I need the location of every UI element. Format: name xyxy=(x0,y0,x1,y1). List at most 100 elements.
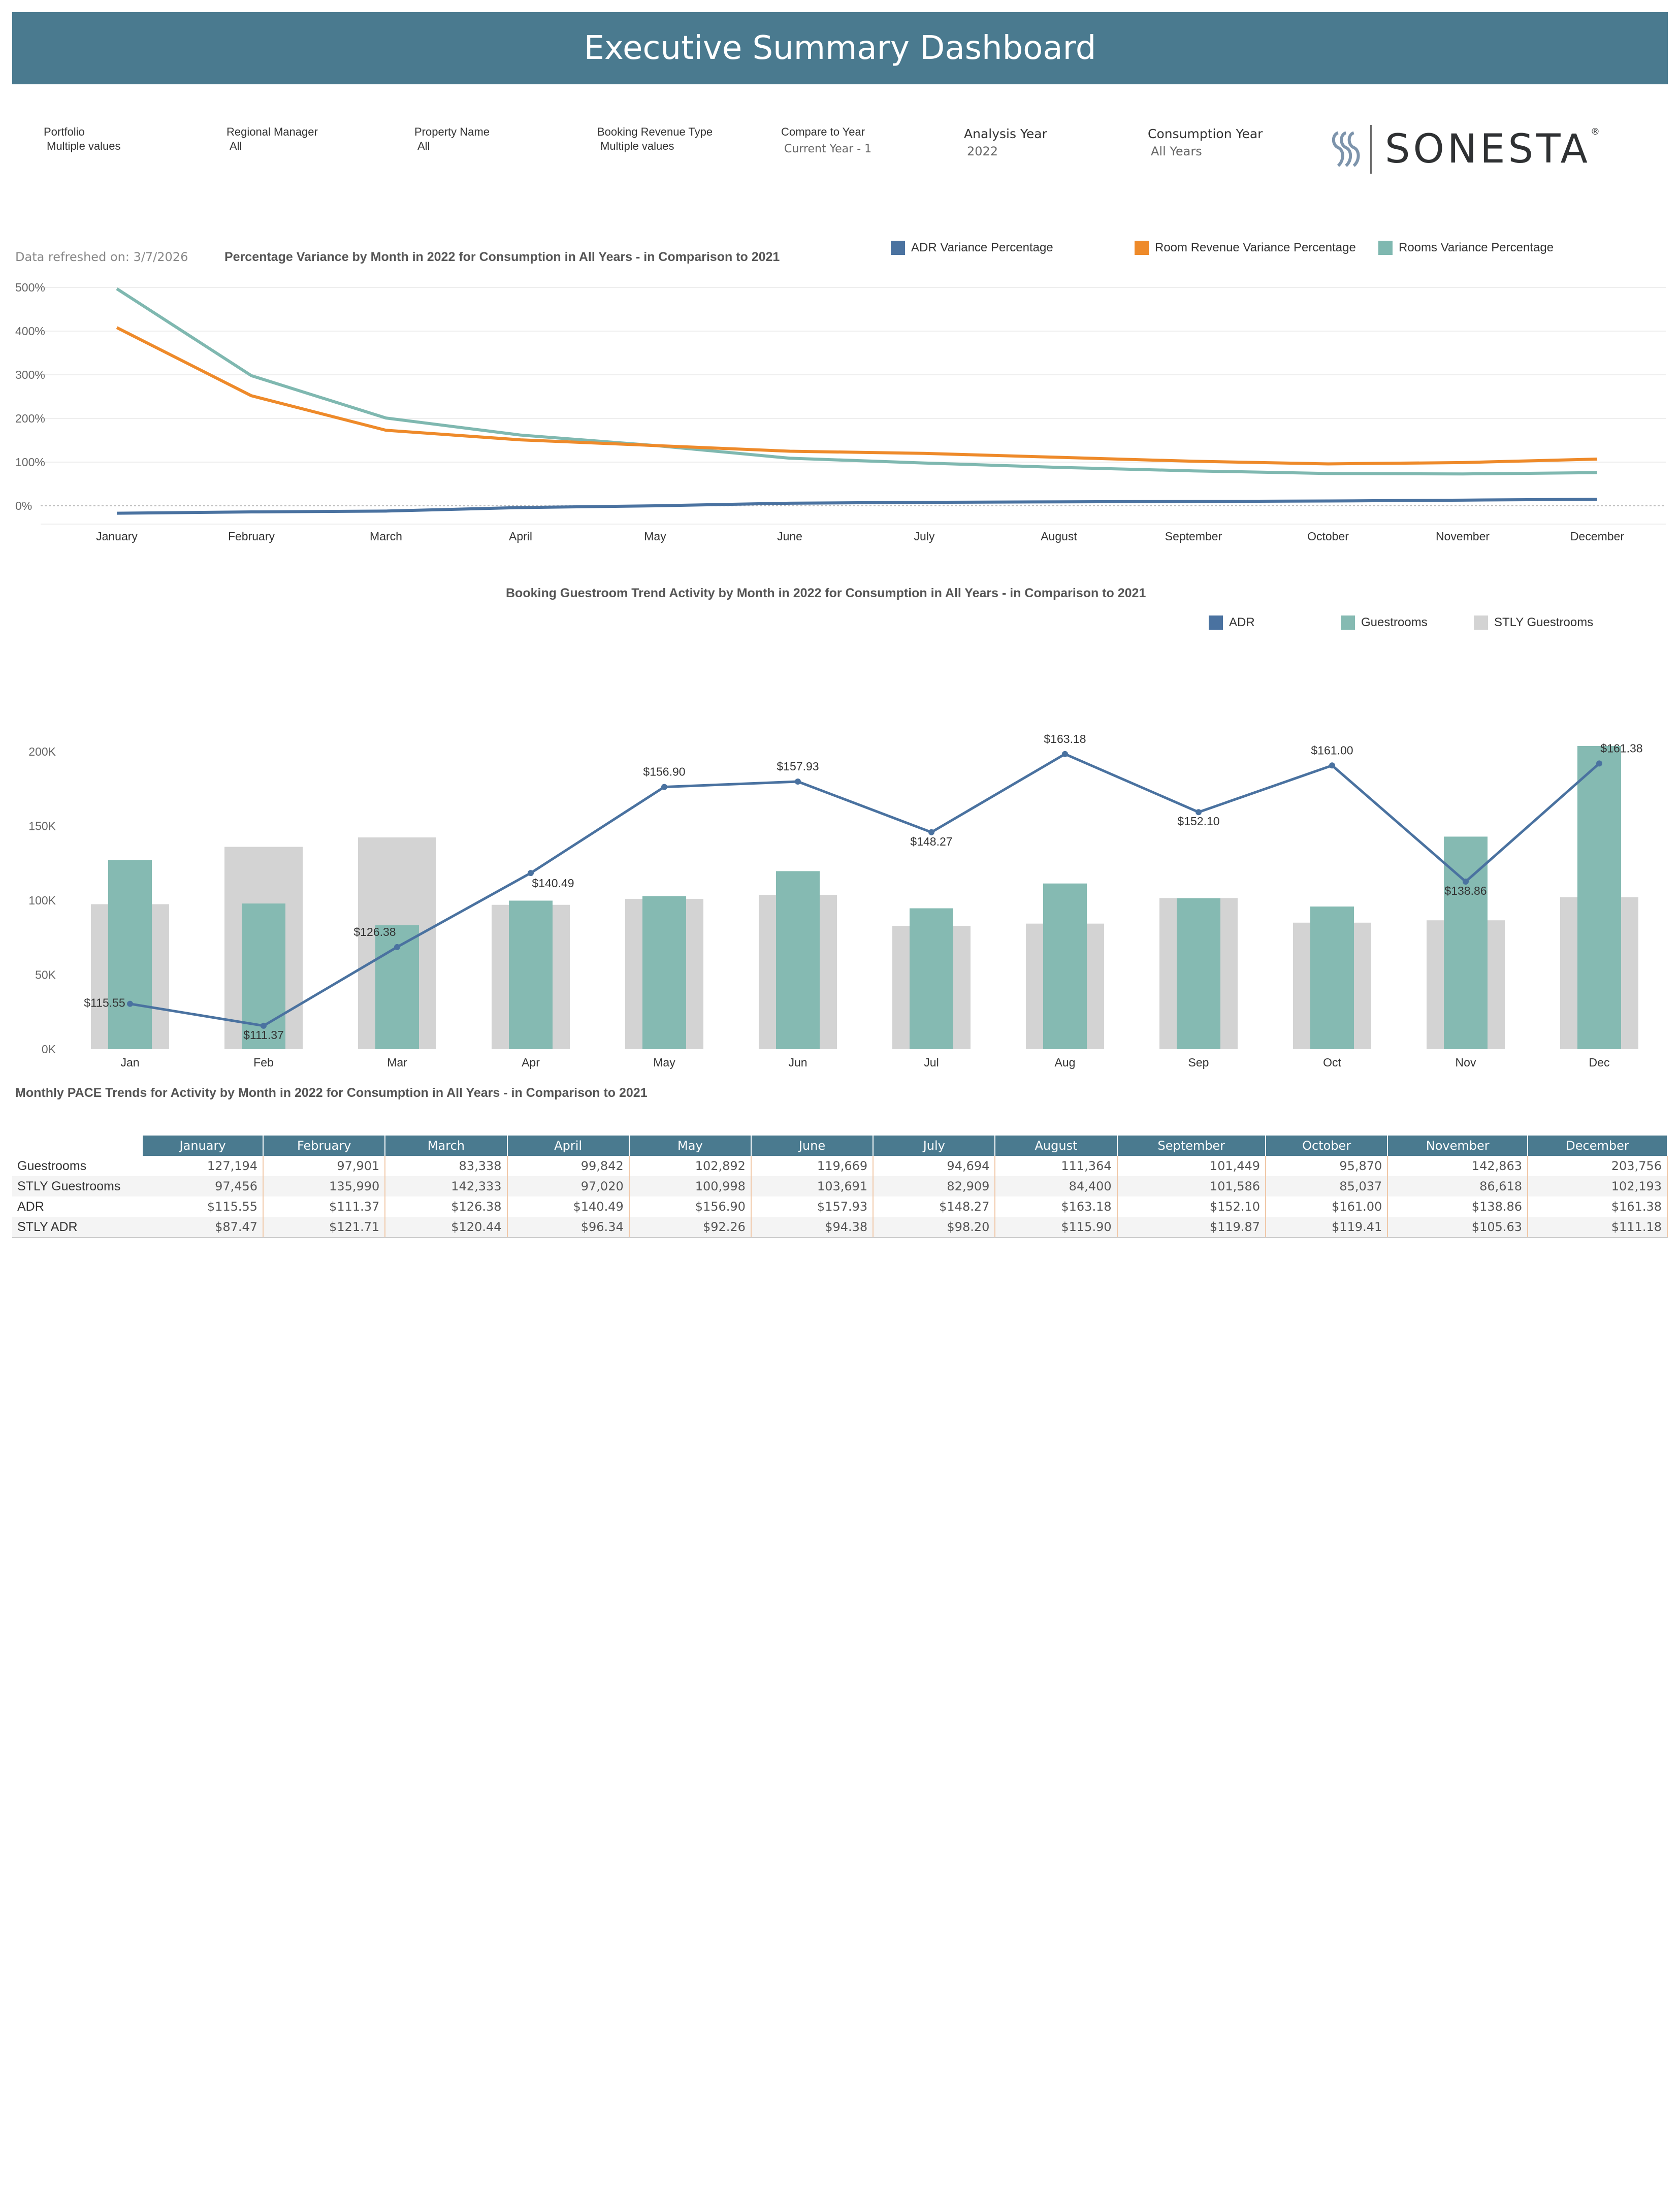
adr-data-label: $115.55 xyxy=(84,996,125,1010)
filter-analysis-year[interactable]: Analysis Year 2022 xyxy=(964,127,1047,159)
legend-adr-variance[interactable]: ADR Variance Percentage xyxy=(891,241,1053,255)
table-cell: $98.20 xyxy=(873,1217,996,1238)
table-column-header[interactable]: May xyxy=(629,1136,752,1156)
filter-value[interactable]: Multiple values xyxy=(600,140,674,152)
filter-compare-to-year[interactable]: Compare to Year Current Year - 1 xyxy=(781,125,871,156)
filter-value[interactable]: Multiple values xyxy=(47,140,121,152)
table-cell: $161.00 xyxy=(1266,1196,1388,1217)
table-column-header[interactable]: August xyxy=(995,1136,1118,1156)
filter-booking-revenue-type[interactable]: Booking Revenue Type Multiple values xyxy=(597,125,713,153)
table-cell: $105.63 xyxy=(1387,1217,1529,1238)
filter-value[interactable]: Current Year - 1 xyxy=(784,143,872,155)
legend-adr[interactable]: ADR xyxy=(1209,615,1255,630)
logo-wordmark: SONESTA® xyxy=(1385,126,1603,172)
table-cell: $115.90 xyxy=(995,1217,1118,1238)
table-column-header[interactable]: March xyxy=(385,1136,508,1156)
table-cell: $111.18 xyxy=(1528,1217,1668,1238)
filter-regional-manager[interactable]: Regional Manager All xyxy=(227,125,318,153)
x-tick-label: February xyxy=(228,530,275,543)
filter-label: Compare to Year xyxy=(781,125,865,138)
adr-data-label: $163.18 xyxy=(1044,732,1086,746)
table-cell: $111.37 xyxy=(263,1196,386,1217)
x-tick-label: July xyxy=(914,530,935,543)
guestrooms-bar xyxy=(1577,746,1621,1049)
table-cell: 203,756 xyxy=(1528,1156,1668,1176)
table-cell: $140.49 xyxy=(507,1196,630,1217)
adr-data-label: $140.49 xyxy=(532,877,574,890)
table-cell: $92.26 xyxy=(629,1217,752,1238)
filter-consumption-year[interactable]: Consumption Year All Years xyxy=(1148,126,1263,159)
x-tick-label: October xyxy=(1307,530,1349,543)
filter-label: Consumption Year xyxy=(1148,126,1263,141)
table-header-row: January February March April May June July Augu… xyxy=(12,1136,1668,1156)
filter-label: Regional Manager xyxy=(227,125,318,138)
table-cell: 83,338 xyxy=(385,1156,508,1176)
filter-value[interactable]: All xyxy=(417,140,430,152)
x-tick-label: Feb xyxy=(253,1056,274,1069)
adr-line xyxy=(130,753,1600,1027)
adr-data-label: $161.38 xyxy=(1600,741,1642,755)
adr-point xyxy=(127,1000,133,1007)
adr-data-label: $111.37 xyxy=(243,1028,284,1042)
legend-swatch-icon xyxy=(1209,615,1223,630)
legend-label: Room Revenue Variance Percentage xyxy=(1155,241,1356,254)
guestrooms-bar xyxy=(1177,898,1220,1049)
table-cell: 135,990 xyxy=(263,1176,386,1196)
adr-point xyxy=(394,944,400,950)
legend-swatch-icon xyxy=(891,241,905,255)
x-tick-label: December xyxy=(1570,530,1624,543)
legend-guestrooms[interactable]: Guestrooms xyxy=(1341,615,1428,630)
table-column-header[interactable]: February xyxy=(263,1136,386,1156)
table-column-header[interactable]: November xyxy=(1387,1136,1529,1156)
adr-point xyxy=(795,779,801,785)
adr-data-label: $157.93 xyxy=(777,760,819,773)
y-tick-label: 0% xyxy=(15,499,32,512)
table-cell: 97,456 xyxy=(142,1176,264,1196)
table-cell: 85,037 xyxy=(1266,1176,1388,1196)
legend-label: ADR Variance Percentage xyxy=(911,241,1053,254)
guestrooms-bar xyxy=(1444,836,1488,1049)
filter-property-name[interactable]: Property Name All xyxy=(414,125,490,153)
table-column-header[interactable]: June xyxy=(751,1136,874,1156)
table-column-header[interactable]: April xyxy=(507,1136,630,1156)
y-tick-label: 150K xyxy=(28,820,56,833)
x-tick-label: Dec xyxy=(1589,1056,1610,1069)
x-tick-label: September xyxy=(1165,530,1222,543)
table-cell: 100,998 xyxy=(629,1176,752,1196)
x-tick-label: Mar xyxy=(387,1056,407,1069)
table-cell: 82,909 xyxy=(873,1176,996,1196)
adr-data-label: $138.86 xyxy=(1444,884,1487,897)
filter-portfolio[interactable]: Portfolio Multiple values xyxy=(44,125,121,153)
x-tick-label: Jan xyxy=(120,1056,139,1069)
table-cell: 97,901 xyxy=(263,1156,386,1176)
table-row: Guestrooms 127,194 97,901 83,338 99,842 102,8… xyxy=(12,1156,1668,1176)
filter-label: Portfolio xyxy=(44,125,85,138)
adr-data-label: $161.00 xyxy=(1311,743,1353,757)
x-tick-label: Jul xyxy=(924,1056,939,1069)
x-tick-label: Apr xyxy=(522,1056,540,1069)
table-column-header[interactable]: January xyxy=(142,1136,264,1156)
table-column-header[interactable]: December xyxy=(1528,1136,1668,1156)
sonesta-emblem-icon xyxy=(1332,131,1360,167)
adr-point xyxy=(1196,809,1202,816)
legend-label: Rooms Variance Percentage xyxy=(1399,241,1554,254)
sonesta-logo: SONESTA® xyxy=(1329,121,1603,178)
legend-label: ADR xyxy=(1229,615,1255,629)
pace-table: January February March April May June July Augu… xyxy=(12,1136,1668,1238)
legend-label: STLY Guestrooms xyxy=(1494,615,1594,629)
filter-value[interactable]: All Years xyxy=(1151,144,1202,158)
table-cell: $96.34 xyxy=(507,1217,630,1238)
table-column-header[interactable]: October xyxy=(1266,1136,1388,1156)
trend-chart-title: Booking Guestroom Trend Activity by Mont… xyxy=(506,586,1146,600)
table-column-header[interactable]: July xyxy=(873,1136,996,1156)
table-cell: 142,333 xyxy=(385,1176,508,1196)
filter-value[interactable]: All xyxy=(230,140,242,152)
filter-value[interactable]: 2022 xyxy=(967,144,998,158)
table-row: ADR $115.55 $111.37 $126.38 $140.49 $156.90 $1… xyxy=(12,1196,1668,1217)
legend-room-revenue-variance[interactable]: Room Revenue Variance Percentage xyxy=(1135,241,1356,255)
legend-rooms-variance[interactable]: Rooms Variance Percentage xyxy=(1378,241,1554,255)
row-label: STLY ADR xyxy=(12,1217,142,1238)
legend-stly-guestrooms[interactable]: STLY Guestrooms xyxy=(1474,615,1593,630)
table-column-header[interactable]: September xyxy=(1117,1136,1267,1156)
x-tick-label: August xyxy=(1041,530,1077,543)
